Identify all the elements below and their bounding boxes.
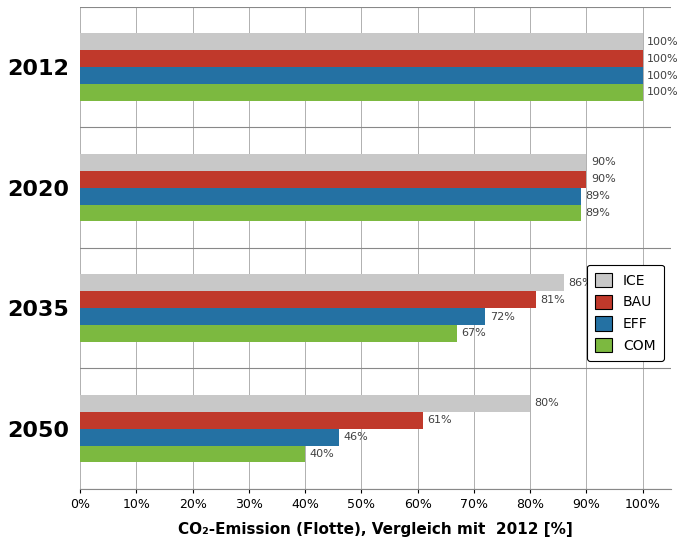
Text: 80%: 80% — [535, 398, 559, 409]
Bar — [80, 154, 586, 171]
Text: 81%: 81% — [540, 295, 565, 305]
Text: 67%: 67% — [462, 329, 486, 338]
Bar — [80, 84, 643, 101]
Text: 100%: 100% — [647, 88, 679, 97]
Bar — [80, 412, 423, 429]
Bar — [80, 33, 643, 51]
Bar — [80, 395, 530, 412]
Text: 89%: 89% — [585, 208, 610, 218]
Text: 46%: 46% — [343, 432, 368, 442]
Bar — [80, 171, 586, 188]
Bar — [80, 188, 581, 205]
Text: 86%: 86% — [568, 278, 593, 288]
Bar — [80, 429, 338, 446]
Bar — [80, 67, 643, 84]
Text: 61%: 61% — [428, 415, 452, 425]
Text: 90%: 90% — [591, 157, 616, 168]
Bar — [80, 308, 485, 325]
Text: 90%: 90% — [591, 174, 616, 184]
Legend: ICE, BAU, EFF, COM: ICE, BAU, EFF, COM — [587, 264, 664, 361]
Text: 72%: 72% — [490, 312, 515, 322]
Text: 100%: 100% — [647, 37, 679, 47]
Text: 89%: 89% — [585, 191, 610, 201]
Bar — [80, 51, 643, 67]
Bar — [80, 291, 536, 308]
Bar — [80, 446, 305, 462]
Bar — [80, 205, 581, 221]
Text: 100%: 100% — [647, 71, 679, 81]
Bar — [80, 274, 564, 291]
X-axis label: CO₂-Emission (Flotte), Vergleich mit  2012 [%]: CO₂-Emission (Flotte), Vergleich mit 201… — [178, 522, 573, 537]
Text: 100%: 100% — [647, 54, 679, 64]
Bar — [80, 325, 457, 342]
Text: 40%: 40% — [310, 449, 334, 459]
